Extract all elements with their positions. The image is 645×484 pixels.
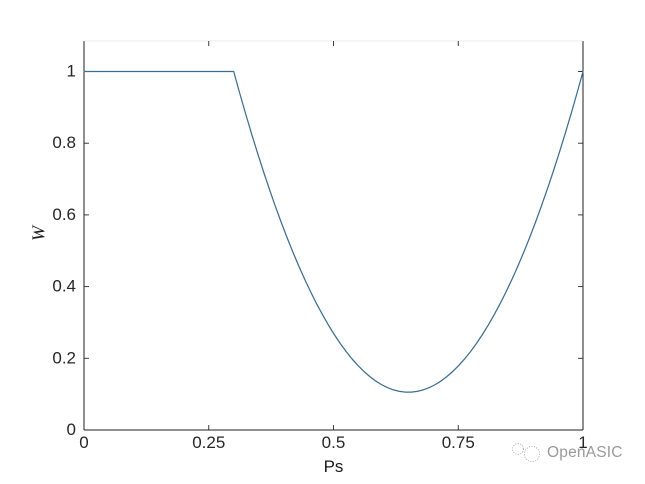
svg-text:0.5: 0.5 [322, 433, 346, 452]
svg-text:0.8: 0.8 [52, 133, 76, 152]
svg-text:0: 0 [79, 433, 88, 452]
svg-text:0.75: 0.75 [442, 433, 475, 452]
svg-text:0.6: 0.6 [52, 205, 76, 224]
svg-text:0: 0 [67, 420, 76, 439]
svg-text:OpenASIC: OpenASIC [547, 444, 623, 461]
svg-text:0.25: 0.25 [192, 433, 225, 452]
svg-text:Ps: Ps [324, 457, 344, 476]
svg-text:0.4: 0.4 [52, 277, 76, 296]
svg-text:W: W [29, 224, 49, 241]
svg-text:0.2: 0.2 [52, 348, 76, 367]
svg-text:1: 1 [67, 62, 76, 81]
